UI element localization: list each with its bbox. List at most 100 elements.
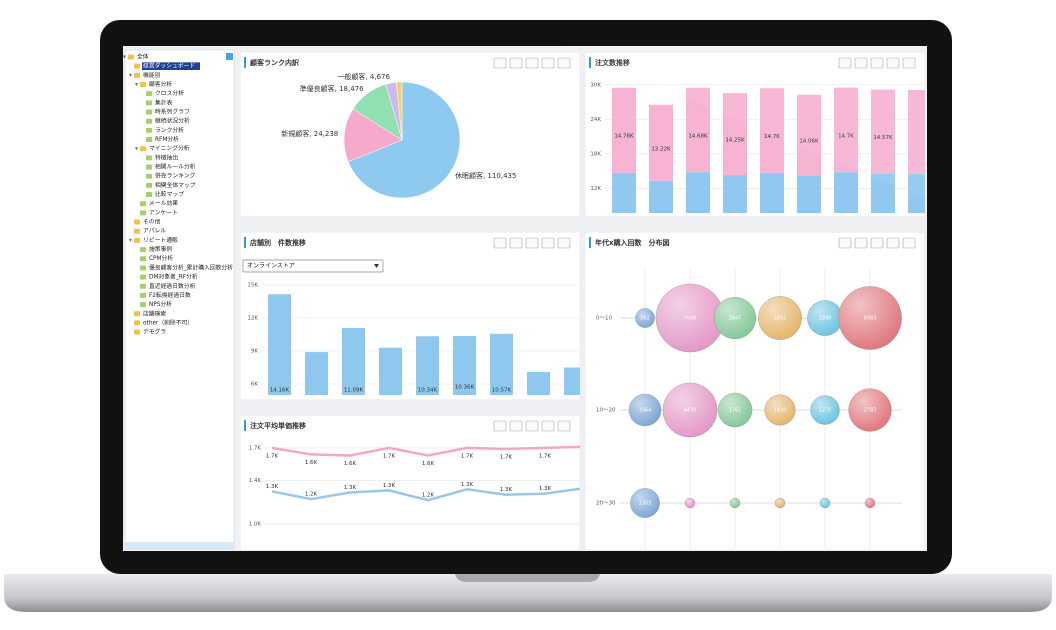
tree-icon: [140, 274, 146, 280]
toolbar-button[interactable]: [493, 57, 507, 69]
toolbar-button[interactable]: [525, 57, 539, 69]
toolbar-button[interactable]: [902, 57, 916, 69]
expand-arrow[interactable]: [129, 73, 132, 77]
tree-item[interactable]: デモグラ: [143, 328, 166, 336]
y-tick-label: 1.0K: [249, 522, 262, 528]
toolbar-button[interactable]: [557, 237, 571, 249]
tree-item[interactable]: ランク分析: [155, 126, 184, 134]
tree-item[interactable]: 直近経過日数分析: [149, 282, 196, 290]
toolbar-button[interactable]: [870, 57, 884, 69]
tree-item[interactable]: other（削除不可）: [143, 318, 193, 326]
sidebar-toggle[interactable]: [226, 53, 233, 60]
tree-item[interactable]: 顧客分析: [149, 80, 172, 88]
bar-segment: [834, 87, 858, 173]
tree-item[interactable]: その他: [143, 218, 161, 226]
toolbar-button[interactable]: [854, 237, 868, 249]
tree-item[interactable]: 機能別: [143, 71, 161, 79]
toolbar-button[interactable]: [854, 57, 868, 69]
tree-item[interactable]: メール効果: [149, 199, 178, 207]
tree-item[interactable]: アンケート: [149, 209, 178, 216]
tree-item[interactable]: マイニング分析: [149, 144, 190, 152]
line-label: 1.3K: [344, 485, 357, 491]
tree-item[interactable]: 全体: [137, 53, 149, 61]
expand-arrow[interactable]: [129, 238, 132, 242]
bar: [527, 371, 550, 395]
tree-item[interactable]: 併売ランキング: [155, 172, 196, 180]
tree-item[interactable]: NPS分析: [149, 300, 172, 308]
tree-item[interactable]: DM対象者_RF分析: [149, 273, 198, 281]
tree-item[interactable]: 優良顧客分析_累計購入回数分析: [149, 263, 233, 271]
toolbar-button[interactable]: [557, 420, 571, 432]
toolbar-button[interactable]: [886, 57, 900, 69]
bar-segment: [649, 180, 673, 213]
pie-label: 一般顧客, 4,676: [337, 72, 390, 81]
toolbar-button[interactable]: [902, 237, 916, 249]
bar: [342, 328, 365, 395]
pie-label: 休眠顧客, 110,435: [455, 171, 516, 180]
tree-item[interactable]: 比較マップ: [155, 190, 184, 198]
tree-item[interactable]: アパレル: [143, 228, 166, 235]
line-label: 1.7K: [461, 453, 474, 459]
toolbar-button[interactable]: [525, 420, 539, 432]
tree-item[interactable]: 相関全体マップ: [155, 181, 196, 189]
selected-highlight: [142, 62, 200, 70]
y-tick-label: 1.7K: [249, 445, 262, 451]
tree-item[interactable]: CPM分析: [149, 254, 173, 262]
toolbar-button[interactable]: [509, 420, 523, 432]
bar: [268, 294, 291, 395]
bubble-shine: [758, 296, 802, 340]
line-label: 1.3K: [500, 487, 513, 493]
line-label: 1.2K: [305, 492, 318, 498]
y-tick-label: 24K: [590, 117, 601, 123]
tree-item[interactable]: 相関ルール分析: [155, 163, 196, 171]
toolbar-button[interactable]: [509, 57, 523, 69]
tree-item[interactable]: 施策事例: [149, 245, 172, 253]
bar-segment: [612, 87, 636, 173]
row-label: 0～10: [596, 316, 612, 322]
toolbar-button[interactable]: [493, 420, 507, 432]
y-tick-label: 18K: [590, 151, 601, 157]
toolbar-button[interactable]: [838, 57, 852, 69]
toolbar-button[interactable]: [493, 237, 507, 249]
bar: [490, 333, 513, 395]
toolbar-button[interactable]: [541, 420, 555, 432]
tree-item[interactable]: 経営ダッシュボード: [143, 62, 195, 70]
tree-item[interactable]: 集計表: [155, 98, 173, 106]
toolbar-button[interactable]: [870, 237, 884, 249]
tree-item[interactable]: 継続状況分析: [155, 117, 190, 125]
tree-icon: [146, 91, 152, 97]
bubble-label: 1410: [774, 408, 787, 414]
tree-item[interactable]: クロス分析: [155, 89, 184, 97]
tree-item[interactable]: 時系列グラフ: [155, 108, 190, 116]
tree-icon: [146, 192, 152, 198]
row-label: 20～30: [596, 501, 616, 507]
tree-item[interactable]: リピート通販: [143, 236, 178, 244]
bubble-label: 1564: [639, 408, 652, 414]
bar-label: 14.7K: [838, 133, 854, 139]
bar-segment: [723, 93, 747, 176]
toolbar-button[interactable]: [541, 57, 555, 69]
bar-segment: [686, 87, 710, 173]
expand-arrow[interactable]: [123, 55, 126, 59]
tree-item[interactable]: RFM分析: [155, 135, 179, 143]
select-box[interactable]: [242, 259, 384, 273]
select-value[interactable]: オンラインストア: [247, 263, 295, 270]
toolbar-button[interactable]: [541, 237, 555, 249]
toolbar-button[interactable]: [509, 237, 523, 249]
tree-item[interactable]: F2転換経過日数: [149, 291, 191, 299]
expand-arrow[interactable]: [135, 147, 138, 151]
bubble-shine: [630, 488, 660, 518]
expand-arrow[interactable]: [135, 83, 138, 87]
tree-item[interactable]: 店舗検索: [143, 309, 166, 317]
base-notch: [455, 574, 600, 582]
bar-segment: [649, 104, 673, 181]
tree-item[interactable]: 特徴抽出: [155, 153, 178, 161]
tree-icon: [140, 82, 146, 88]
toolbar-button[interactable]: [557, 57, 571, 69]
toolbar-button[interactable]: [525, 237, 539, 249]
toolbar-button[interactable]: [886, 237, 900, 249]
toolbar-button[interactable]: [838, 237, 852, 249]
bubble-shine: [662, 382, 718, 438]
y-tick-label: 9K: [251, 349, 258, 355]
